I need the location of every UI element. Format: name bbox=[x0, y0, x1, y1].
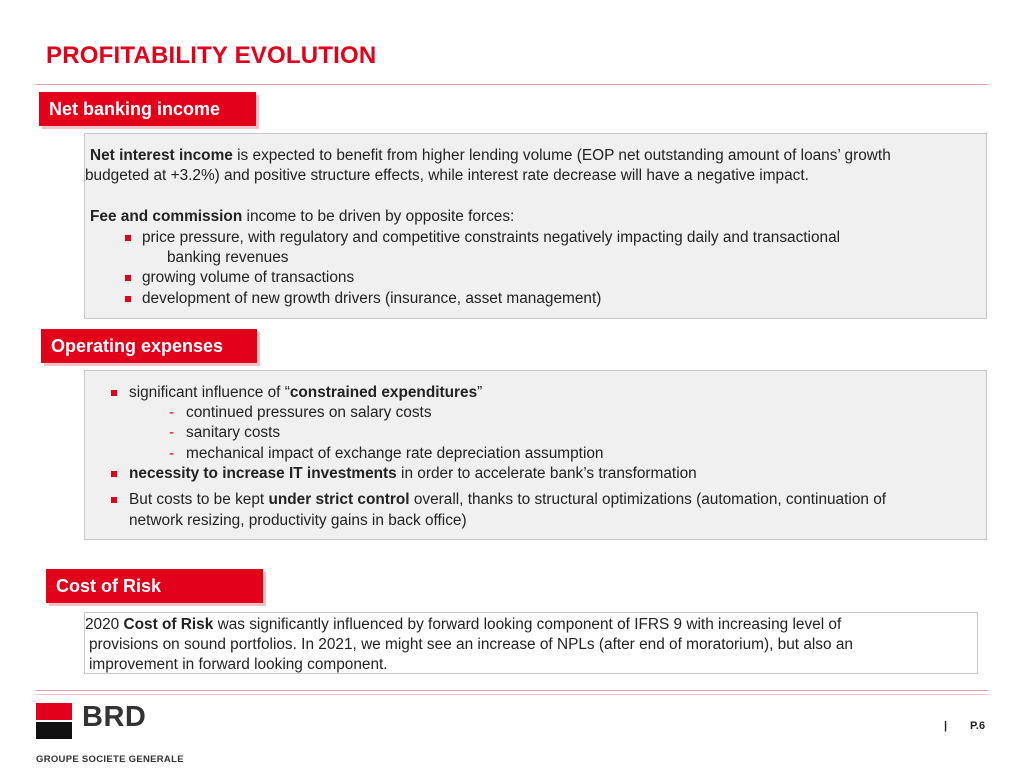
bullet-square-icon bbox=[111, 471, 117, 477]
brd-logo-mark-icon bbox=[36, 703, 72, 739]
net-interest-income-paragraph: Net interest income is expected to benef… bbox=[90, 147, 891, 164]
bullet-square-icon bbox=[111, 390, 117, 396]
footer-divider-secondary bbox=[36, 694, 988, 695]
title-divider bbox=[36, 84, 988, 85]
list-item-continuation: network resizing, productivity gains in … bbox=[129, 512, 467, 529]
bullet-square-icon bbox=[125, 275, 131, 281]
group-name: GROUPE SOCIETE GENERALE bbox=[36, 754, 184, 765]
net-banking-income-panel: Net interest income is expected to benef… bbox=[84, 133, 987, 319]
footer-divider bbox=[36, 690, 988, 691]
page-separator: | bbox=[944, 720, 948, 732]
bullet-square-icon bbox=[125, 296, 131, 302]
dash-bullet-icon: - bbox=[169, 424, 175, 441]
list-item-continuation: banking revenues bbox=[167, 249, 289, 266]
bullet-square-icon bbox=[125, 235, 131, 241]
section-heading-net-banking-income: Net banking income bbox=[39, 92, 256, 126]
cost-of-risk-panel: 2020 Cost of Risk was significantly infl… bbox=[84, 612, 978, 674]
net-interest-income-line2: budgeted at +3.2%) and positive structur… bbox=[85, 167, 809, 184]
dash-bullet-icon: - bbox=[169, 404, 175, 421]
bullet-square-icon bbox=[111, 497, 117, 503]
cost-of-risk-line3: improvement in forward looking component… bbox=[89, 656, 388, 673]
cost-of-risk-paragraph: 2020 Cost of Risk was significantly infl… bbox=[85, 616, 842, 633]
page-number-label: P.6 bbox=[970, 720, 986, 732]
fee-commission-paragraph: Fee and commission income to be driven b… bbox=[90, 208, 515, 225]
brd-logo-text: BRD bbox=[82, 701, 147, 733]
section-heading-operating-expenses: Operating expenses bbox=[41, 329, 257, 363]
operating-expenses-panel: significant influence of “constrained ex… bbox=[84, 370, 987, 540]
page-title: PROFITABILITY EVOLUTION bbox=[46, 42, 377, 69]
dash-bullet-icon: - bbox=[169, 445, 175, 462]
section-heading-cost-of-risk: Cost of Risk bbox=[46, 569, 263, 603]
cost-of-risk-line2: provisions on sound portfolios. In 2021,… bbox=[89, 636, 853, 653]
